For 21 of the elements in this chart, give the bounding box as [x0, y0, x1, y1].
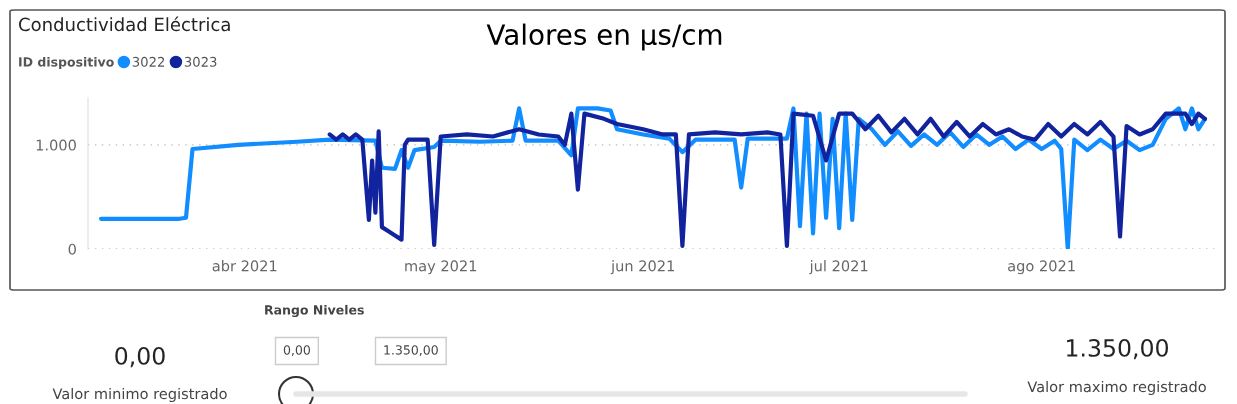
- x-tick-label: may 2021: [405, 260, 477, 275]
- x-tick-label: abr 2021: [212, 260, 277, 272]
- x-tick-label: jul 2021: [809, 260, 868, 275]
- x-tick-label: jun 2021: [610, 260, 674, 275]
- text: Rango Niveles: [265, 304, 364, 318]
- line-series: [98, 106, 1208, 249]
- legend-title: ID dispositivo: [19, 56, 114, 70]
- text: 1.350,00: [1067, 338, 1168, 360]
- text: 1.350,00: [384, 345, 438, 356]
- y-tick-label: 0: [68, 243, 76, 255]
- text: 0,00: [283, 345, 310, 356]
- text: Valor minimo registrado: [52, 387, 227, 403]
- text: Valor maximo registrado: [1027, 380, 1206, 396]
- line-series: [327, 111, 1208, 248]
- y-tick-label: 1.000: [36, 139, 76, 151]
- x-tick-label: ago 2021: [1008, 260, 1075, 275]
- chart-title: Conductividad Eléctrica: [19, 16, 230, 32]
- legend-label: 3023: [184, 56, 217, 67]
- legend-label: 3022: [132, 56, 165, 67]
- text: 0,00: [115, 346, 165, 368]
- chart-subtitle: Valores en µs/cm: [486, 23, 722, 51]
